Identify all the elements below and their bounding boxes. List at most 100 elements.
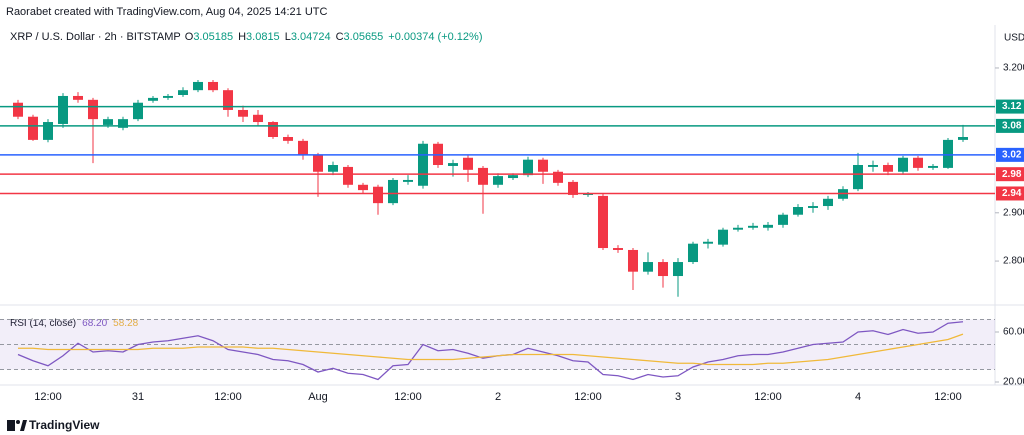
level-tag (996, 186, 1024, 201)
candle-body (313, 154, 323, 172)
candle-body (43, 122, 53, 140)
candle-body (613, 248, 623, 250)
x-tick-label: Aug (308, 391, 328, 403)
candle-body (448, 163, 458, 166)
level-tag (996, 167, 1024, 182)
level-label: 3.08 (1002, 121, 1022, 132)
candle-body (943, 139, 953, 168)
candle-body (718, 229, 728, 245)
candle-body (538, 159, 548, 172)
watermark: Raorabet created with TradingView.com, A… (6, 6, 327, 18)
ohlc-value: 3.05655 (344, 31, 384, 43)
candle-body (628, 249, 638, 272)
change: +0.00374 (+0.12%) (388, 31, 482, 43)
ohlc-label: H (238, 31, 246, 43)
candle-body (148, 97, 158, 101)
rsi-value: 68.20 (82, 318, 107, 329)
ohlc-value: 3.0815 (246, 31, 280, 43)
y-tick-label: 3.200 (1003, 63, 1024, 74)
level-tag (996, 147, 1024, 162)
x-tick-label: 31 (132, 391, 144, 403)
candle-body (763, 224, 773, 228)
candle-body (118, 119, 128, 128)
candle-body (298, 140, 308, 155)
candle-body (733, 227, 743, 230)
ohlc-label: L (285, 31, 291, 43)
rsi-title: RSI (14, close) (10, 318, 76, 329)
logo-shape (16, 420, 20, 424)
logo-shape (7, 420, 15, 431)
candle-body (73, 95, 83, 100)
level-label: 2.98 (1002, 169, 1022, 180)
rsi-value: 58.28 (113, 318, 138, 329)
candle-body (358, 184, 368, 191)
logo: TradingView (7, 418, 100, 432)
level-label: 2.94 (1002, 188, 1022, 199)
y-tick-label: 2.900 (1003, 207, 1024, 218)
candle-body (898, 157, 908, 172)
candle-body (598, 195, 608, 249)
x-tick-label: 3 (675, 391, 681, 403)
candle-body (388, 179, 398, 204)
logo-text: TradingView (29, 418, 100, 432)
candle-body (868, 165, 878, 167)
x-tick-label: 12:00 (214, 391, 242, 403)
candle-body (793, 207, 803, 215)
candle-body (748, 225, 758, 228)
candle-body (238, 109, 248, 117)
x-tick-label: 2 (495, 391, 501, 403)
candle-body (463, 157, 473, 170)
x-tick-label: 12:00 (574, 391, 602, 403)
candle-body (658, 262, 668, 277)
candle-body (178, 90, 188, 95)
x-tick-label: 4 (855, 391, 861, 403)
y-tick-label: 2.800 (1003, 256, 1024, 267)
candle-body (673, 262, 683, 277)
level-tag (996, 118, 1024, 133)
candle-body (958, 137, 968, 140)
candle-body (508, 175, 518, 179)
candle-body (193, 81, 203, 91)
candle-body (28, 116, 38, 140)
rsi-line (18, 333, 964, 366)
candle-body (253, 114, 263, 123)
candle-body (583, 193, 593, 195)
candle-body (133, 102, 143, 120)
candle-body (643, 262, 653, 272)
candle-body (373, 186, 383, 204)
candle-body (913, 157, 923, 168)
candle-body (208, 81, 218, 91)
ohlc-label: O (185, 31, 194, 43)
candle-body (703, 241, 713, 244)
candle-body (808, 206, 818, 208)
y-tick-label: 20.00 (1003, 377, 1024, 388)
symbol-legend: XRP / U.S. Dollar · 2h · BITSTAMP O3.0518… (10, 31, 482, 43)
candle-body (328, 165, 338, 172)
logo-shape (20, 420, 27, 431)
candle-body (688, 243, 698, 263)
x-tick-label: 12:00 (934, 391, 962, 403)
level-tag (996, 99, 1024, 114)
candle-body (88, 99, 98, 120)
candle-body (223, 90, 233, 110)
candle-body (523, 159, 533, 176)
candle-body (568, 181, 578, 195)
candle-body (553, 171, 563, 183)
candle-body (778, 214, 788, 225)
candle-body (403, 179, 413, 182)
candle-body (343, 166, 353, 185)
ohlc-value: 3.04724 (291, 31, 331, 43)
x-tick-label: 12:00 (394, 391, 422, 403)
currency: USD (1004, 33, 1024, 44)
candle-body (283, 137, 293, 141)
candle-body (493, 176, 503, 185)
level-label: 3.02 (1002, 150, 1022, 161)
candle-body (418, 143, 428, 186)
candle-body (478, 167, 488, 185)
ohlc-label: C (336, 31, 344, 43)
level-label: 3.12 (1002, 101, 1022, 112)
candle-body (853, 165, 863, 190)
x-tick-label: 12:00 (34, 391, 62, 403)
